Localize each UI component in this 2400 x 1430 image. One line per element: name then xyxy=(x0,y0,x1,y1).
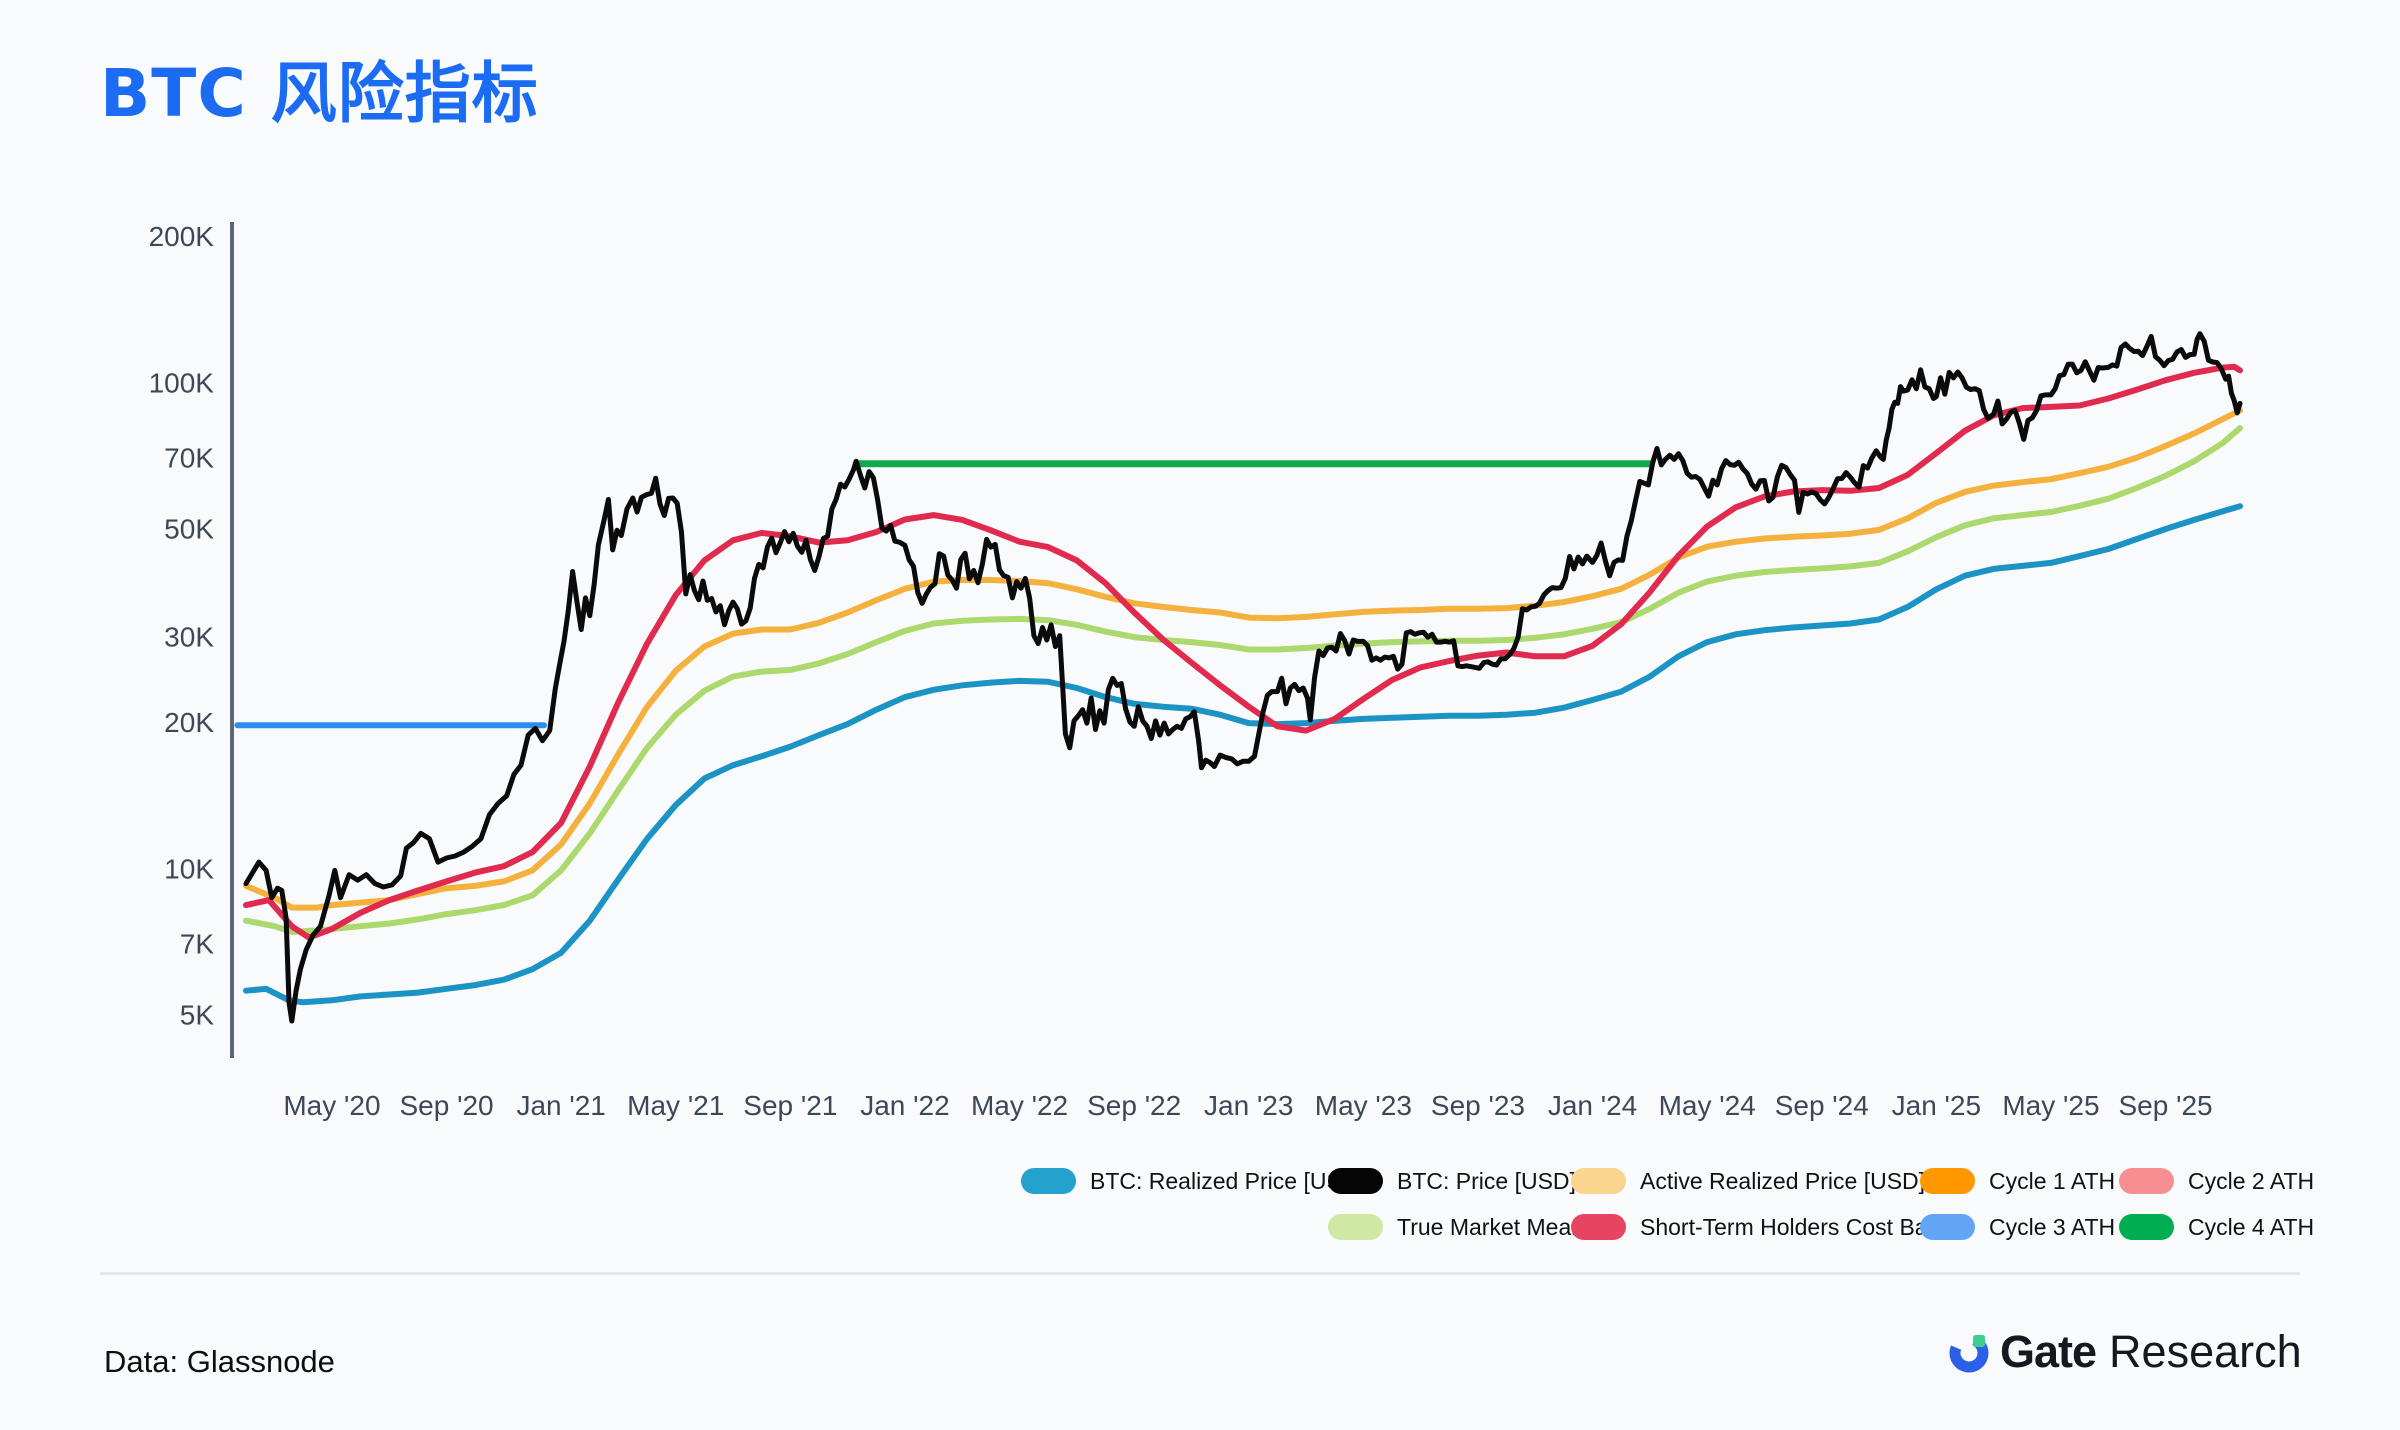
legend-label: Cycle 2 ATH xyxy=(2188,1167,2315,1194)
realized-price-line xyxy=(243,503,2243,1006)
active-realized-price-line xyxy=(243,407,2243,911)
legend-label: Cycle 1 ATH xyxy=(1989,1167,2116,1194)
legend-item-active-realized-price-usd: Active Realized Price [USD] xyxy=(1571,1168,1925,1194)
legend-swatch xyxy=(1021,1168,1076,1194)
legend-label: True Market Mean xyxy=(1397,1213,1585,1240)
y-tick-label: 10K xyxy=(164,853,214,884)
y-tick-label: 20K xyxy=(164,707,214,738)
x-tick-label: Jan '23 xyxy=(1204,1090,1293,1121)
legend-item-short-term-holders-cost-basis: Short-Term Holders Cost Basis xyxy=(1571,1214,1956,1240)
y-tick-label: 30K xyxy=(164,621,214,652)
legend-item-btc-realized-price-usd: BTC: Realized Price [USD] xyxy=(1021,1168,1365,1194)
x-tick-label: Sep '20 xyxy=(400,1090,494,1121)
page-title: BTC 风险指标 xyxy=(100,55,539,132)
footer-divider xyxy=(100,1272,2300,1275)
x-tick-label: May '21 xyxy=(627,1090,724,1121)
legend-item-cycle-2-ath: Cycle 2 ATH xyxy=(2119,1168,2314,1194)
legend-swatch xyxy=(1571,1168,1626,1194)
legend-swatch xyxy=(1328,1214,1383,1240)
legend-swatch xyxy=(1571,1214,1626,1240)
legend-label: Active Realized Price [USD] xyxy=(1640,1167,1926,1194)
legend-label: Short-Term Holders Cost Basis xyxy=(1640,1213,1956,1240)
legend-label: Cycle 3 ATH xyxy=(1989,1213,2116,1240)
x-tick-label: Sep '21 xyxy=(743,1090,837,1121)
y-tick-label: 70K xyxy=(164,443,214,474)
legend-item-cycle-3-ath: Cycle 3 ATH xyxy=(1920,1214,2115,1240)
legend-item-cycle-1-ath: Cycle 1 ATH xyxy=(1920,1168,2115,1194)
gate-research-logo: Gate Research xyxy=(1946,1326,2302,1378)
legend-label: Cycle 4 ATH xyxy=(2188,1213,2315,1240)
legend-label: BTC: Realized Price [USD] xyxy=(1090,1167,1365,1194)
legend-swatch xyxy=(2119,1214,2174,1240)
x-tick-label: May '20 xyxy=(283,1090,380,1121)
y-tick-label: 200K xyxy=(149,221,215,252)
brand-name-light: Research xyxy=(2109,1326,2302,1377)
x-tick-label: Sep '25 xyxy=(2119,1090,2213,1121)
x-tick-label: Jan '21 xyxy=(516,1090,605,1121)
legend-swatch xyxy=(1920,1214,1975,1240)
legend-swatch xyxy=(1328,1168,1383,1194)
x-tick-label: May '25 xyxy=(2002,1090,2099,1121)
x-tick-label: Jan '25 xyxy=(1892,1090,1981,1121)
legend-item-btc-price-usd: BTC: Price [USD] xyxy=(1328,1168,1576,1194)
x-tick-label: Sep '24 xyxy=(1775,1090,1869,1121)
legend-label: BTC: Price [USD] xyxy=(1397,1167,1576,1194)
x-tick-label: Sep '23 xyxy=(1431,1090,1525,1121)
legend-swatch xyxy=(1920,1168,1975,1194)
data-source-label: Data: Glassnode xyxy=(104,1344,335,1379)
x-tick-label: Jan '24 xyxy=(1548,1090,1637,1121)
legend-swatch xyxy=(2119,1168,2174,1194)
y-tick-label: 50K xyxy=(164,514,214,545)
true-market-mean-line xyxy=(243,425,2243,935)
y-tick-label: 7K xyxy=(180,929,215,960)
btc-price-line xyxy=(243,331,2243,1024)
gate-logo-icon xyxy=(1949,1333,1989,1373)
legend-item-true-market-mean: True Market Mean xyxy=(1328,1214,1584,1240)
sth-cost-basis-line xyxy=(243,363,2243,941)
y-tick-label: 100K xyxy=(149,367,215,398)
x-tick-label: May '22 xyxy=(971,1090,1068,1121)
x-tick-label: May '24 xyxy=(1659,1090,1756,1121)
x-tick-label: Jan '22 xyxy=(860,1090,949,1121)
brand-name-bold: Gate xyxy=(2000,1326,2097,1377)
legend-item-cycle-4-ath: Cycle 4 ATH xyxy=(2119,1214,2314,1240)
x-tick-label: Sep '22 xyxy=(1087,1090,1181,1121)
y-tick-label: 5K xyxy=(180,1000,215,1031)
x-tick-label: May '23 xyxy=(1315,1090,1412,1121)
